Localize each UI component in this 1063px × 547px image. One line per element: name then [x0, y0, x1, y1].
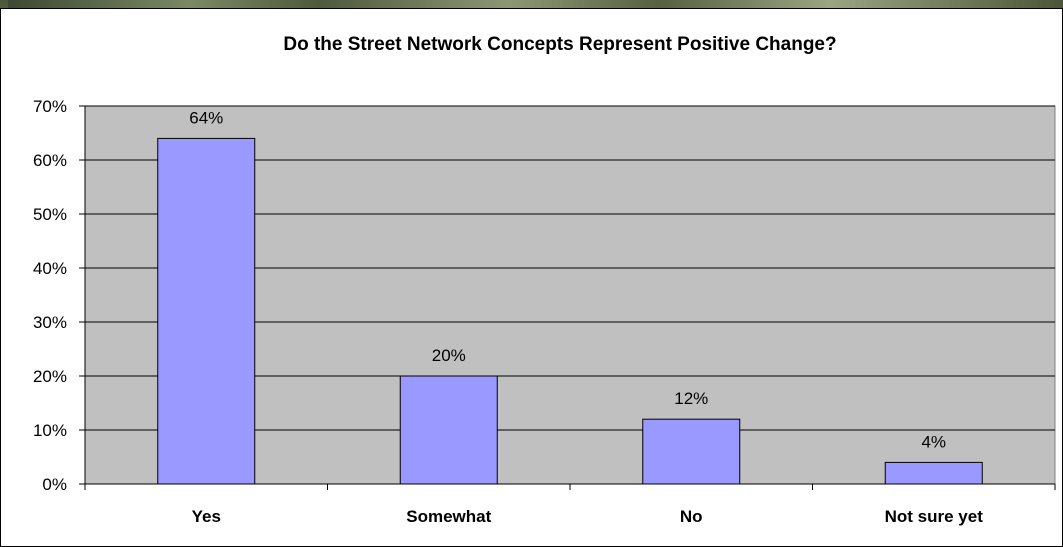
bar-2 — [642, 418, 741, 485]
y-tick-label: 60% — [33, 151, 67, 170]
chart-title: Do the Street Network Concepts Represent… — [283, 34, 836, 55]
x-category-label: No — [680, 507, 703, 526]
data-label: 64% — [189, 108, 223, 127]
data-label: 4% — [921, 432, 946, 451]
y-tick-label: 70% — [33, 97, 67, 116]
y-tick-label: 0% — [42, 475, 67, 494]
bar-3 — [884, 461, 983, 485]
data-label: 20% — [432, 346, 466, 365]
y-tick-label: 10% — [33, 421, 67, 440]
plot-area: 0% 10% 20% 30% 40% 50% 60% 70% 64% Yes 20% Somewhat… — [33, 97, 1056, 526]
y-tick-label: 20% — [33, 367, 67, 386]
x-category-label: Somewhat — [406, 507, 491, 526]
y-tick-label: 40% — [33, 259, 67, 278]
data-label: 12% — [674, 389, 708, 408]
x-category-label: Not sure yet — [885, 507, 984, 526]
bar-1 — [399, 375, 498, 485]
y-tick-label: 30% — [33, 313, 67, 332]
bar-0 — [157, 137, 256, 485]
x-category-label: Yes — [192, 507, 221, 526]
y-tick-label: 50% — [33, 205, 67, 224]
